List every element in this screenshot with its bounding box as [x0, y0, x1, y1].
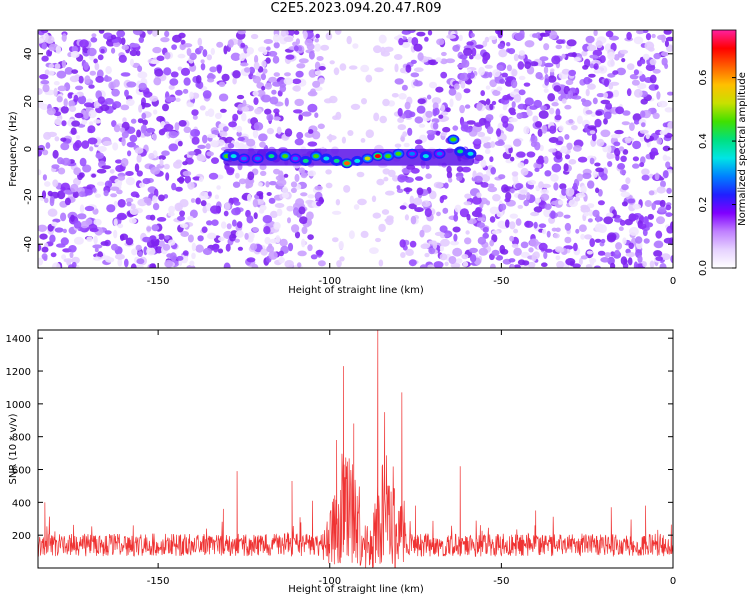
signal-point-peak-13 [364, 156, 371, 161]
signal-point-peak-7 [302, 158, 309, 163]
snr-panel: -150 -100 -50 0 200 400 600 800 1000 1200 1400 He… [6, 329, 676, 595]
snr-y-tick-label: 1000 [6, 400, 31, 411]
snr-x-axis-label: Height of straight line (km) [288, 584, 424, 595]
snr-y-tick-label: 600 [12, 466, 31, 477]
spectrogram-noise [38, 30, 673, 268]
signal-point-peak-19 [436, 151, 443, 156]
spectrogram-signal [220, 134, 477, 169]
signal-point-peak-14 [374, 154, 381, 159]
spectrogram-y-tick-label: 20 [23, 95, 34, 108]
signal-point-peak-21 [457, 149, 464, 154]
colorbar-ticks: 0.0 0.2 0.4 0.6 [698, 70, 736, 276]
colorbar-tick-label: 0.0 [698, 260, 709, 276]
snr-y-tick-label: 200 [12, 531, 31, 542]
snr-y-axis-label: SNR (10 * v/v) [8, 413, 19, 484]
snr-x-tick-label: -50 [493, 576, 509, 587]
signal-point-peak-6 [292, 156, 299, 161]
colorbar-gradient [712, 30, 736, 268]
snr-y-axis: 200 400 600 800 1000 1200 1400 [6, 334, 673, 542]
signal-point-peak-11 [343, 161, 350, 166]
snr-y-tick-label: 800 [12, 433, 31, 444]
snr-x-tick-label: 0 [670, 576, 676, 587]
spectrogram-y-tick-label: 0 [23, 146, 34, 152]
snr-y-tick-label: 1200 [6, 367, 31, 378]
signal-point-peak-8 [313, 154, 320, 159]
spectrogram-x-axis: -150 -100 -50 0 [147, 30, 676, 287]
spectrogram-y-tick-label: -20 [23, 188, 34, 204]
signal-point-peak-9 [323, 156, 330, 161]
spectrogram-x-tick-label: -50 [493, 276, 509, 287]
snr-frame [37, 329, 674, 569]
colorbar-tick-label: 0.4 [698, 133, 709, 149]
snr-x-tick-label: -100 [318, 576, 341, 587]
colorbar: 0.0 0.2 0.4 0.6 Normalized spectral amplitu… [698, 29, 748, 276]
colorbar-frame [711, 29, 737, 269]
spectrogram-panel: -150 -100 -50 0 -40 -20 0 20 40 Height of strai… [8, 29, 676, 296]
snr-x-axis: -150 -100 -50 0 [147, 330, 676, 587]
signal-point-peak-12 [354, 158, 361, 163]
spectrogram-y-axis: -40 -20 0 20 40 [23, 47, 673, 252]
signal-point-peak-16 [395, 151, 402, 156]
figure-title: C2E5.2023.094.20.47.R09 [270, 1, 442, 16]
spectrogram-y-axis-label: Frequency (Hz) [8, 111, 19, 187]
spectrogram-x-axis-label: Height of straight line (km) [288, 285, 424, 296]
spectrogram-x-tick-label: 0 [670, 276, 676, 287]
signal-point-peak-22 [467, 151, 474, 156]
signal-point-peak-2 [240, 156, 247, 161]
signal-point-peak-1 [230, 154, 237, 159]
snr-y-tick-label: 1400 [6, 334, 31, 345]
snr-x-tick-label: -150 [147, 576, 170, 587]
spectrogram-x-tick-label: -150 [147, 276, 170, 287]
signal-point-peak-4 [268, 154, 275, 159]
signal-point-peak-15 [385, 154, 392, 159]
signal-point-peak-20 [450, 137, 457, 142]
signal-point-peak-3 [254, 156, 261, 161]
snr-series [38, 330, 673, 568]
spectrogram-y-tick-label: 40 [23, 47, 34, 60]
colorbar-tick-label: 0.2 [698, 197, 709, 213]
colorbar-label: Normalized spectral amplitude [737, 72, 748, 226]
signal-point-peak-5 [282, 154, 289, 159]
signal-point-peak-18 [422, 154, 429, 159]
spectrogram-x-tick-label: -100 [318, 276, 341, 287]
signal-point-peak-10 [333, 158, 340, 163]
spectrogram-y-tick-label: -40 [23, 236, 34, 252]
signal-point-peak-17 [409, 151, 416, 156]
colorbar-tick-label: 0.6 [698, 70, 709, 86]
snr-y-tick-label: 400 [12, 498, 31, 509]
snr-line [38, 330, 673, 568]
